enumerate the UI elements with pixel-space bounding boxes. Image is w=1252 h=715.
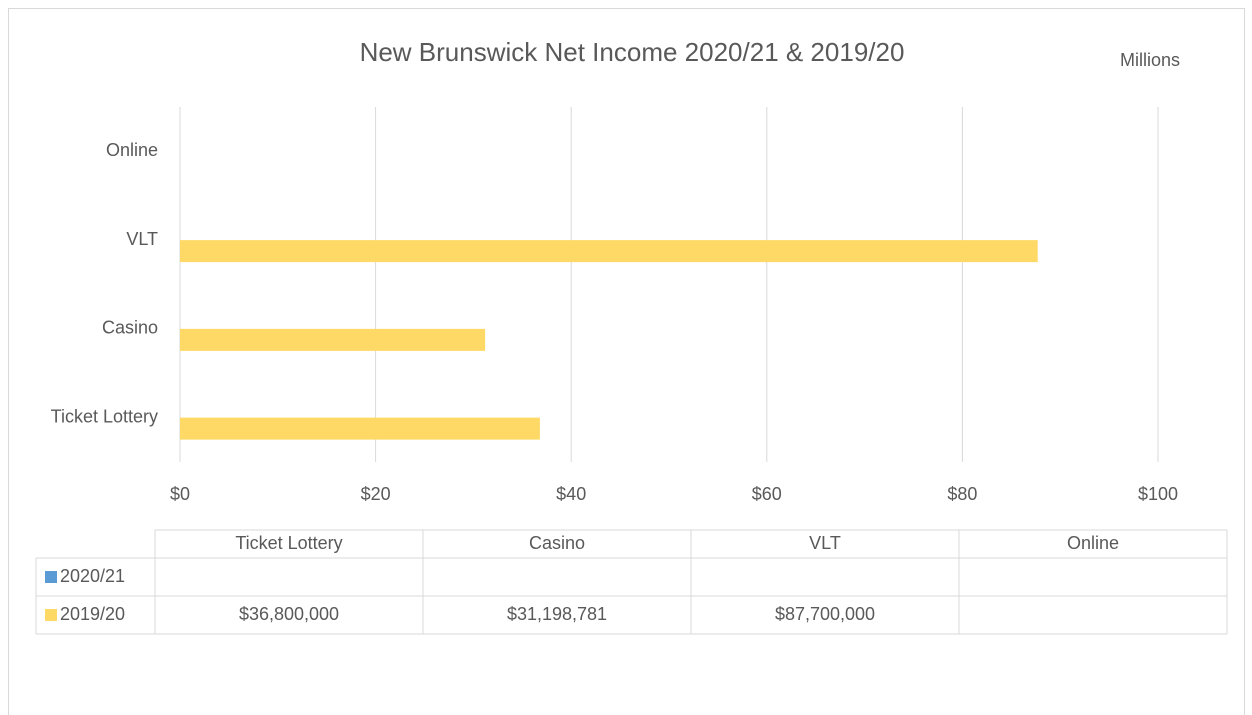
table-cell: $87,700,000	[775, 604, 875, 624]
y-tick-label: VLT	[126, 229, 158, 249]
legend-label: 2019/20	[60, 604, 125, 624]
y-tick-label: Online	[106, 140, 158, 160]
legend-swatch	[45, 609, 57, 621]
x-tick-label: $20	[361, 484, 391, 504]
table-cell: $36,800,000	[239, 604, 339, 624]
table-header: Casino	[529, 533, 585, 553]
x-tick-label: $100	[1138, 484, 1178, 504]
table-header: VLT	[809, 533, 841, 553]
legend-swatch	[45, 571, 57, 583]
x-tick-label: $0	[170, 484, 190, 504]
bar	[180, 240, 1038, 263]
chart-area	[8, 8, 1245, 715]
chart-title: New Brunswick Net Income 2020/21 & 2019/…	[360, 37, 905, 67]
table-cell: $31,198,781	[507, 604, 607, 624]
unit-label: Millions	[1120, 50, 1180, 70]
bar	[180, 328, 486, 351]
x-tick-label: $80	[947, 484, 977, 504]
x-tick-label: $60	[752, 484, 782, 504]
table-header: Online	[1067, 533, 1119, 553]
y-tick-label: Ticket Lottery	[51, 406, 158, 426]
table-header: Ticket Lottery	[235, 533, 342, 553]
y-tick-label: Casino	[102, 318, 158, 338]
x-tick-label: $40	[556, 484, 586, 504]
bar	[180, 417, 540, 440]
legend-label: 2020/21	[60, 566, 125, 586]
